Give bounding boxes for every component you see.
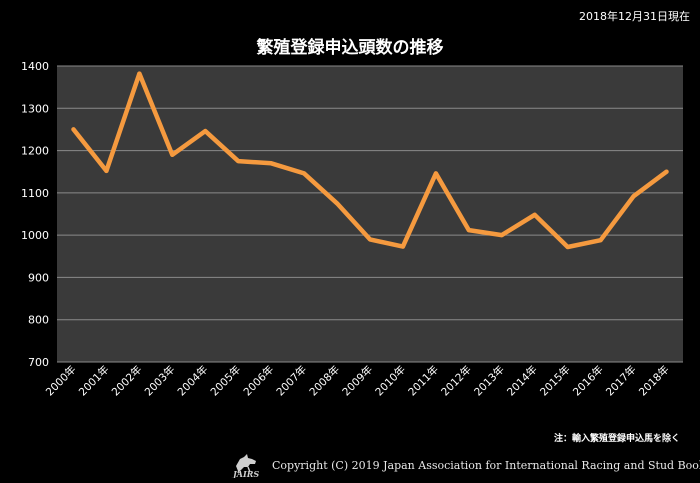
jairs-logo: JAIRS (231, 454, 259, 478)
data-point (565, 244, 570, 249)
data-point (269, 161, 274, 166)
data-point (664, 169, 669, 174)
data-points (71, 71, 669, 249)
x-tick-label: 2004年 (175, 363, 211, 399)
x-tick-label: 2001年 (76, 363, 112, 399)
data-point (532, 212, 537, 217)
copyright-text: Copyright (C) 2019 Japan Association for… (272, 458, 700, 472)
y-tick-label: 700 (28, 356, 49, 369)
y-tick-label: 1200 (21, 145, 49, 158)
data-point (71, 127, 76, 132)
y-tick-label: 900 (28, 271, 49, 284)
x-tick-label: 2017年 (603, 363, 639, 399)
x-tick-label: 2003年 (142, 363, 178, 399)
data-point (433, 171, 438, 176)
data-point (368, 237, 372, 242)
x-tick-label: 2008年 (307, 363, 343, 399)
logo-text: JAIRS (231, 469, 259, 478)
x-tick-label: 2016年 (570, 363, 606, 399)
plot-area (57, 66, 683, 362)
x-tick-label: 2009年 (340, 363, 376, 399)
y-tick-label: 1300 (21, 102, 49, 115)
x-tick-label: 2018年 (636, 363, 672, 399)
x-tick-label: 2002年 (109, 363, 145, 399)
y-axis-ticks: 700 800 900 1000 1100 1200 1300 1400 (21, 60, 49, 369)
data-point (598, 238, 603, 243)
gridlines (57, 65, 683, 363)
x-tick-label: 2010年 (373, 363, 409, 399)
data-point (335, 201, 340, 206)
footer: JAIRS Copyright (C) 2019 Japan Associati… (230, 452, 700, 478)
x-axis-ticks: 2000年2001年2002年2003年2004年2005年2006年2007年… (43, 363, 672, 399)
x-tick-label: 2015年 (537, 363, 573, 399)
x-tick-label: 2013年 (471, 363, 507, 399)
data-point (236, 159, 241, 164)
x-tick-label: 2014年 (504, 363, 540, 399)
x-tick-label: 2007年 (274, 363, 310, 399)
x-tick-label: 2006年 (241, 363, 277, 399)
data-point (400, 244, 405, 249)
date-note: 2018年12月31日現在 (579, 10, 690, 23)
data-point (631, 194, 636, 199)
data-point (466, 228, 471, 233)
data-point (170, 152, 175, 157)
y-tick-label: 1100 (21, 187, 49, 200)
y-tick-label: 800 (28, 314, 49, 327)
x-tick-label: 2005年 (208, 363, 244, 399)
footnote: 注：輸入繁殖登録申込馬を除く (553, 434, 680, 444)
data-point (137, 71, 142, 76)
y-tick-label: 1400 (21, 60, 49, 73)
x-tick-label: 2012年 (438, 363, 474, 399)
chart-title: 繁殖登録申込頭数の推移 (256, 38, 444, 58)
data-point (104, 168, 109, 173)
data-point (302, 171, 307, 176)
data-point (203, 129, 208, 134)
x-tick-label: 2011年 (405, 363, 441, 399)
y-tick-label: 1000 (21, 229, 49, 242)
data-point (499, 233, 504, 238)
